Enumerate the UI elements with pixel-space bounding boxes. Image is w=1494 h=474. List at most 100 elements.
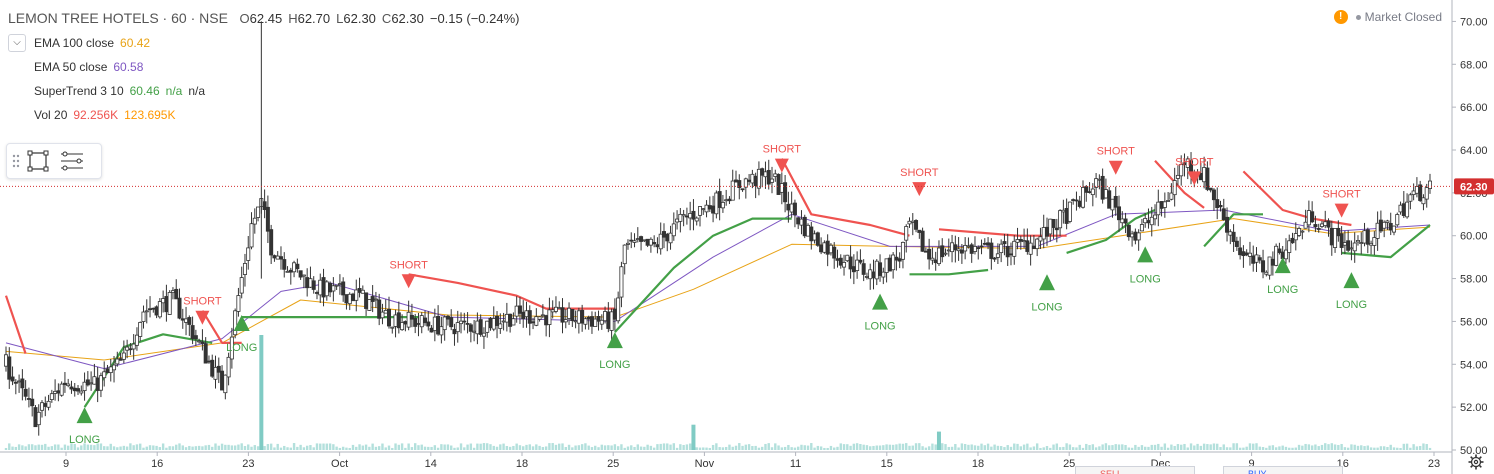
candle-down: [835, 258, 840, 261]
candle-up: [900, 241, 905, 260]
collapse-chevron-icon[interactable]: ⌵: [8, 34, 26, 52]
candle-down: [959, 249, 964, 254]
candle-up: [688, 213, 693, 219]
candle-up: [743, 178, 748, 188]
candle-up: [1297, 228, 1302, 236]
symbol-row: LEMON TREE HOTELS · 60 · NSE O62.45 H62.7…: [8, 6, 525, 31]
volume-bar: [1196, 443, 1199, 450]
candle-up: [884, 258, 889, 273]
candle-up: [806, 224, 811, 237]
candle-up: [4, 354, 9, 367]
volume-bar: [1150, 444, 1153, 450]
volume-bar: [472, 447, 476, 450]
supertrend-up-line: [909, 268, 989, 276]
candle-up: [730, 180, 735, 201]
volume-bar: [1366, 445, 1370, 450]
candle-down: [1218, 204, 1223, 208]
volume-bar: [315, 443, 319, 450]
candle-up: [616, 297, 621, 322]
rectangle-tool-button[interactable]: [21, 146, 55, 176]
short-signal-label: SHORT: [1175, 156, 1214, 168]
price-tick-label: 58.00: [1460, 274, 1488, 286]
volume-bar: [760, 446, 764, 450]
indicator-row[interactable]: ⌵ EMA 100 close 60.42: [8, 31, 525, 55]
candle-down: [288, 269, 293, 273]
candle-up: [671, 223, 676, 237]
candle-up: [547, 309, 552, 325]
volume-bar: [155, 445, 158, 450]
candle-up: [170, 290, 175, 293]
volume-bar: [1098, 446, 1101, 450]
volume-bar: [1091, 444, 1095, 450]
settings-gear-icon[interactable]: [1468, 454, 1484, 470]
candle-up: [799, 218, 804, 226]
supertrend-up-line: [1341, 224, 1431, 259]
candle-down: [118, 358, 123, 361]
volume-bar: [273, 447, 276, 450]
candle-up: [812, 233, 817, 241]
candle-up: [36, 411, 41, 426]
buy-tab[interactable]: BUY: [1223, 466, 1343, 474]
market-status[interactable]: ! Market Closed: [1333, 10, 1442, 24]
candle-up: [308, 278, 313, 288]
candle-up: [632, 240, 637, 243]
candle-down: [314, 292, 319, 294]
indicator-row[interactable]: EMA 50 close 60.58: [8, 55, 525, 79]
sell-tab[interactable]: SELL: [1075, 466, 1195, 474]
long-signal-arrow: [1038, 274, 1055, 291]
volume-bar: [168, 446, 171, 450]
settings-lines-button[interactable]: [55, 146, 89, 176]
candle-up: [763, 171, 768, 178]
volume-bar: [201, 446, 204, 450]
volume-bar: [191, 446, 194, 450]
candle-up: [822, 242, 827, 253]
candle-down: [62, 382, 67, 386]
candle-up: [553, 306, 558, 312]
candle-down: [645, 238, 650, 246]
candle-down: [1257, 257, 1262, 261]
candle-down: [652, 242, 657, 245]
candle-up: [233, 310, 238, 336]
candle-down: [979, 245, 984, 248]
short-signal-label: SHORT: [763, 144, 802, 156]
volume-bar: [993, 444, 996, 450]
volume-bar: [777, 445, 780, 450]
candle-up: [1411, 190, 1416, 195]
candle-down: [220, 370, 225, 391]
volume-bar: [741, 445, 744, 450]
volume-bar: [787, 444, 790, 450]
price-tick-label: 54.00: [1460, 359, 1488, 371]
volume-bar: [869, 446, 872, 450]
candle-up: [770, 178, 775, 183]
volume-bar: [135, 444, 139, 450]
volume-bar: [436, 447, 440, 450]
drag-handle-icon[interactable]: [11, 151, 21, 171]
order-tabs: SELL BUY: [1075, 466, 1395, 474]
indicator-row[interactable]: SuperTrend 3 10 60.46 n/a n/a: [8, 79, 525, 103]
candle-down: [413, 318, 418, 327]
candle-down: [969, 244, 974, 254]
candle-up: [1424, 187, 1429, 200]
indicator-row[interactable]: Vol 20 92.256K 123.695K: [8, 103, 525, 127]
volume-bar: [885, 444, 888, 450]
candle-down: [802, 216, 807, 237]
long-signal-label: LONG: [1031, 301, 1062, 313]
ohlc-value: 62.70: [297, 11, 331, 26]
candle-up: [236, 295, 241, 312]
candle-down: [1234, 240, 1239, 247]
volume-bar: [983, 445, 986, 450]
volume-bar: [567, 444, 571, 450]
volume-bar: [767, 443, 770, 450]
long-signal-arrow: [1137, 246, 1154, 263]
volume-bar: [1428, 447, 1432, 450]
volume-bar: [639, 446, 643, 450]
candle-up: [668, 232, 673, 244]
candle-down: [164, 296, 169, 313]
long-signal-arrow: [1343, 272, 1360, 289]
symbol-title[interactable]: LEMON TREE HOTELS · 60 · NSE: [8, 10, 228, 26]
candle-up: [223, 374, 228, 394]
volume-bar: [1042, 447, 1045, 450]
volume-bar: [561, 443, 564, 450]
candle-down: [416, 323, 421, 325]
